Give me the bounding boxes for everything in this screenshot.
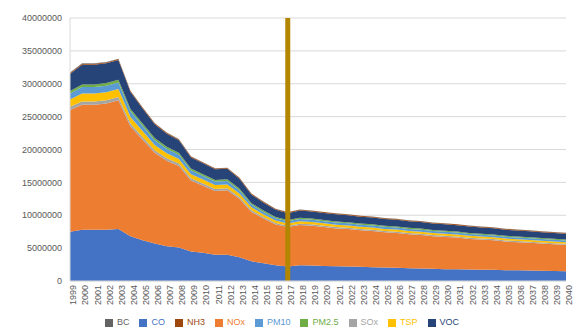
svg-text:2036: 2036 (516, 285, 526, 305)
svg-text:2008: 2008 (177, 285, 187, 305)
svg-text:2030: 2030 (443, 285, 453, 305)
svg-text:40000000: 40000000 (22, 13, 62, 23)
svg-text:15000000: 15000000 (22, 178, 62, 188)
svg-text:2009: 2009 (189, 285, 199, 305)
svg-text:2010: 2010 (201, 285, 211, 305)
svg-text:2035: 2035 (504, 285, 514, 305)
svg-text:2018: 2018 (298, 285, 308, 305)
svg-text:2022: 2022 (347, 285, 357, 305)
svg-text:35000000: 35000000 (22, 46, 62, 56)
svg-text:2004: 2004 (129, 285, 139, 305)
html-text:SOx: SOx (360, 317, 378, 327)
svg-text:2029: 2029 (431, 285, 441, 305)
html-text:TSP: TSP (400, 317, 418, 327)
svg-text:2012: 2012 (226, 285, 236, 305)
svg-text:20000000: 20000000 (22, 145, 62, 155)
svg-text:2027: 2027 (407, 285, 417, 305)
svg-text:2020: 2020 (322, 285, 332, 305)
svg-text:2006: 2006 (153, 285, 163, 305)
svg-text:2033: 2033 (480, 285, 490, 305)
html-text:PM10: PM10 (267, 317, 291, 327)
svg-text:2026: 2026 (395, 285, 405, 305)
svg-text:2001: 2001 (93, 285, 103, 305)
svg-text:2038: 2038 (540, 285, 550, 305)
html-text:BC: BC (116, 317, 130, 327)
svg-text:25000000: 25000000 (22, 112, 62, 122)
svg-text:2039: 2039 (552, 285, 562, 305)
svg-text:0: 0 (57, 276, 62, 286)
svg-text:5000000: 5000000 (27, 243, 62, 253)
svg-text:1999: 1999 (68, 285, 78, 305)
html-text:NH3: NH3 (187, 317, 205, 327)
svg-text:2002: 2002 (105, 285, 115, 305)
html-text:NOx: NOx (227, 317, 245, 327)
svg-text:2032: 2032 (468, 285, 478, 305)
svg-text:2021: 2021 (335, 285, 345, 305)
svg-text:2000: 2000 (80, 285, 90, 305)
svg-text:30000000: 30000000 (22, 79, 62, 89)
svg-text:2017: 2017 (286, 285, 296, 305)
svg-text:2013: 2013 (238, 285, 248, 305)
svg-text:2023: 2023 (359, 285, 369, 305)
svg-text:2016: 2016 (274, 285, 284, 305)
svg-text:2024: 2024 (371, 285, 381, 305)
svg-text:2015: 2015 (262, 285, 272, 305)
svg-text:2011: 2011 (214, 285, 224, 304)
svg-text:10000000: 10000000 (22, 210, 62, 220)
svg-text:2007: 2007 (165, 285, 175, 305)
html-text:PM2.5: PM2.5 (312, 317, 339, 327)
svg-text:2003: 2003 (117, 285, 127, 305)
svg-text:2019: 2019 (310, 285, 320, 305)
svg-text:2037: 2037 (528, 285, 538, 305)
svg-text:2014: 2014 (250, 285, 260, 305)
svg-text:2028: 2028 (419, 285, 429, 305)
svg-text:2031: 2031 (456, 285, 466, 305)
html-text:CO: CO (151, 317, 165, 327)
svg-text:2040: 2040 (564, 285, 574, 305)
svg-text:2025: 2025 (383, 285, 393, 305)
html-text:VOC: VOC (439, 317, 459, 327)
svg-text:2034: 2034 (492, 285, 502, 305)
svg-text:2005: 2005 (141, 285, 151, 305)
